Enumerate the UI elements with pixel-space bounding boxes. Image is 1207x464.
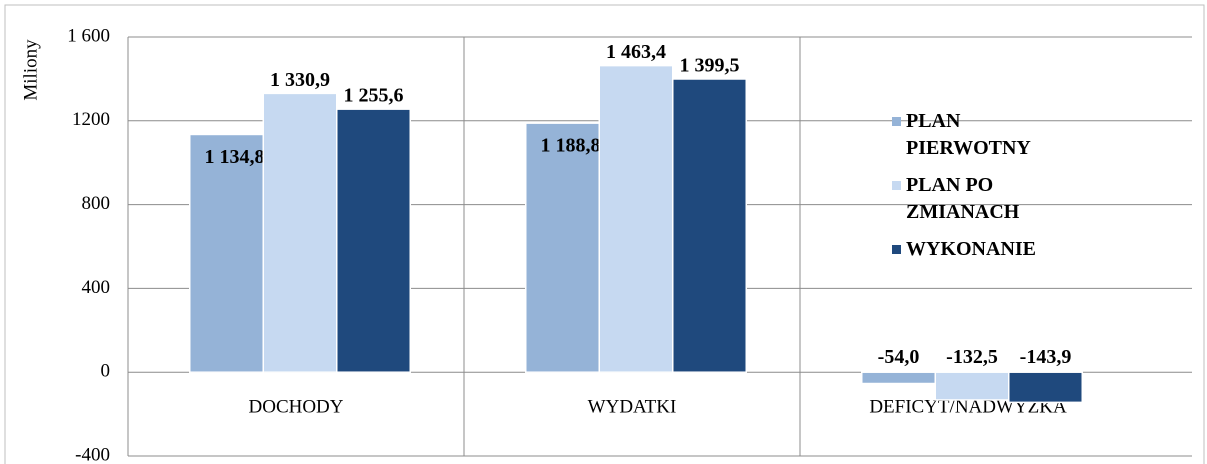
frame [4,4,1205,464]
bar [525,122,600,373]
value-label: -143,9 [1020,346,1072,368]
legend-swatch [892,117,901,126]
bar [189,133,264,373]
legend-label: WYKONANIE [906,238,1037,260]
x-tick-label: WYDATKI [588,396,677,417]
y-tick-label: 400 [82,277,111,298]
legend-item: WYKONANIE [890,236,1050,263]
value-label: 1 463,4 [606,41,666,63]
y-axis-label: Miliony [20,39,41,101]
bar [336,108,411,373]
value-label: -132,5 [946,346,998,368]
legend-item: PLAN PIERWOTNY [890,108,1050,162]
legend-label: PLAN PIERWOTNY [906,110,1031,159]
bar [861,371,936,385]
legend-label: PLAN PO ZMIANACH [906,174,1020,223]
legend-item: PLAN PO ZMIANACH [890,172,1050,226]
bar [934,371,1010,401]
value-label: 1 134,8 [205,146,265,168]
value-label: -54,0 [878,346,920,368]
y-tick-label: 1 600 [67,25,110,46]
x-tick-label: DOCHODY [249,396,344,417]
y-tick-label: 0 [101,361,111,382]
value-label: 1 399,5 [680,55,740,77]
y-tick-label: -400 [75,444,110,464]
bar [672,78,747,373]
legend-swatch [892,181,901,190]
legend-swatch [892,245,901,254]
value-label: 1 255,6 [344,85,404,107]
y-tick-label: 1200 [72,109,110,130]
value-label: 1 188,8 [541,135,601,157]
bar [262,92,338,373]
y-tick-label: 800 [82,193,111,214]
value-label: 1 330,9 [270,69,330,91]
bar [598,64,674,373]
bar [1008,371,1083,404]
legend: PLAN PIERWOTNY PLAN PO ZMIANACH WYKONANIE [890,108,1050,273]
